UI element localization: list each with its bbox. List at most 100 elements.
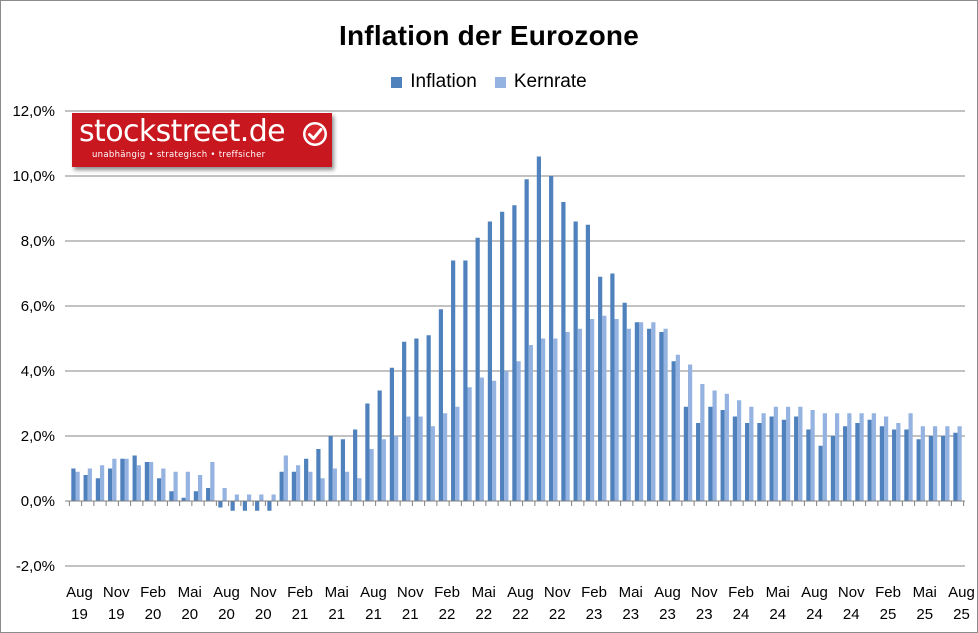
- bar-inflation: [132, 455, 137, 501]
- bar-inflation: [279, 471, 284, 501]
- bar-inflation: [892, 429, 897, 501]
- y-tick-label: 4,0%: [21, 363, 55, 380]
- bar-inflation: [598, 276, 603, 501]
- x-tick-label-month: Nov: [691, 584, 718, 601]
- bar-inflation: [879, 426, 884, 501]
- bar-inflation: [414, 338, 419, 501]
- bar-kernrate: [381, 439, 386, 501]
- y-tick-label: 10,0%: [12, 168, 55, 185]
- bar-inflation: [683, 406, 688, 501]
- bar-kernrate: [369, 449, 374, 501]
- bar-inflation: [647, 328, 652, 501]
- bar-kernrate: [553, 338, 558, 501]
- bar-kernrate: [945, 426, 950, 501]
- x-tick-label-month: Aug: [801, 584, 828, 601]
- bar-kernrate: [100, 465, 105, 501]
- bar-inflation: [941, 436, 946, 501]
- bar-kernrate: [320, 478, 325, 501]
- bar-kernrate: [198, 475, 203, 501]
- x-tick-label-month: Feb: [581, 584, 607, 601]
- bar-kernrate: [884, 416, 889, 501]
- x-tick-label-year: 25: [916, 606, 933, 623]
- bar-kernrate: [675, 354, 680, 501]
- x-tick-label-year: 22: [549, 606, 566, 623]
- x-tick-label-month: Aug: [948, 584, 975, 601]
- bar-inflation: [622, 302, 627, 501]
- bar-kernrate: [712, 390, 717, 501]
- bar-kernrate: [87, 468, 92, 501]
- logo-text: stockstreet.de: [79, 114, 286, 149]
- bar-kernrate: [663, 328, 668, 501]
- bar-kernrate: [271, 494, 276, 501]
- bar-kernrate: [761, 413, 766, 501]
- bar-kernrate: [590, 319, 595, 501]
- x-tick-label-year: 21: [402, 606, 419, 623]
- bar-inflation: [304, 458, 309, 501]
- x-tick-label-month: Aug: [66, 584, 93, 601]
- legend-item-kernrate: Kernrate: [494, 71, 587, 93]
- bar-kernrate: [418, 416, 423, 501]
- legend-item-inflation: Inflation: [391, 71, 477, 93]
- bar-inflation: [108, 468, 113, 501]
- bar-kernrate: [394, 436, 399, 501]
- bar-kernrate: [259, 494, 264, 501]
- x-tick-label-month: Feb: [728, 584, 754, 601]
- bar-kernrate: [908, 413, 913, 501]
- bar-kernrate: [920, 426, 925, 501]
- bar-inflation: [536, 156, 541, 501]
- x-tick-label-year: 20: [255, 606, 272, 623]
- bar-kernrate: [639, 322, 644, 501]
- x-tick-label-month: Mai: [619, 584, 643, 601]
- bar-inflation: [769, 416, 774, 501]
- bar-inflation: [953, 432, 958, 501]
- bar-inflation: [830, 436, 835, 501]
- bar-kernrate: [896, 423, 901, 501]
- y-tick-label: -2,0%: [16, 558, 55, 575]
- chart-legend: Inflation Kernrate: [0, 71, 978, 93]
- bar-kernrate: [210, 462, 215, 501]
- bar-kernrate: [161, 468, 166, 501]
- bar-kernrate: [602, 315, 607, 501]
- bar-inflation: [316, 449, 321, 501]
- y-tick-label: 8,0%: [21, 233, 55, 250]
- bar-kernrate: [173, 471, 178, 501]
- bar-inflation: [218, 501, 223, 508]
- x-tick-label-month: Mai: [766, 584, 790, 601]
- x-tick-label-year: 22: [512, 606, 529, 623]
- legend-swatch-kernrate: [494, 76, 506, 88]
- x-tick-label-month: Mai: [325, 584, 349, 601]
- x-tick-label-year: 20: [181, 606, 198, 623]
- bar-inflation: [500, 211, 505, 501]
- bar-inflation: [585, 224, 590, 501]
- x-tick-label-year: 20: [218, 606, 235, 623]
- x-tick-label-month: Mai: [178, 584, 202, 601]
- x-tick-label-year: 19: [108, 606, 125, 623]
- bar-inflation: [512, 205, 517, 501]
- bar-kernrate: [430, 426, 435, 501]
- bar-kernrate: [136, 465, 141, 501]
- x-tick-label-month: Feb: [875, 584, 901, 601]
- bar-kernrate: [773, 406, 778, 501]
- bar-kernrate: [467, 387, 472, 501]
- bar-inflation: [193, 491, 198, 501]
- bar-inflation: [377, 390, 382, 501]
- bar-inflation: [95, 478, 100, 501]
- x-tick-label-year: 22: [475, 606, 492, 623]
- bar-kernrate: [504, 371, 509, 501]
- bar-inflation: [916, 439, 921, 501]
- bar-inflation: [487, 221, 492, 501]
- bar-inflation: [340, 439, 345, 501]
- bar-kernrate: [786, 406, 791, 501]
- x-tick-label-year: 21: [365, 606, 382, 623]
- x-tick-label-month: Aug: [213, 584, 240, 601]
- bar-kernrate: [124, 458, 129, 501]
- bar-kernrate: [332, 468, 337, 501]
- bar-inflation: [573, 221, 578, 501]
- x-tick-label-year: 20: [145, 606, 162, 623]
- bar-kernrate: [749, 406, 754, 501]
- bar-kernrate: [112, 458, 117, 501]
- bar-inflation: [855, 423, 860, 501]
- bar-kernrate: [651, 322, 656, 501]
- bar-inflation: [267, 501, 272, 511]
